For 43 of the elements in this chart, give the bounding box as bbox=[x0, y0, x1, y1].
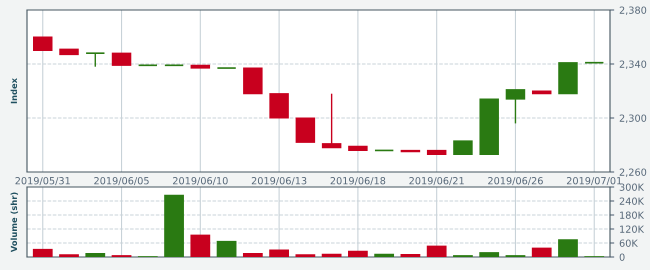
y-axis-title: Index bbox=[10, 78, 18, 104]
y-tick-label: 300K bbox=[620, 183, 644, 191]
bar bbox=[348, 250, 368, 257]
bar bbox=[400, 254, 420, 257]
x-tick-label: 2019/06/13 bbox=[252, 177, 306, 186]
bar bbox=[479, 252, 500, 257]
y-tick-label: 0 bbox=[620, 253, 625, 261]
y-axis-title: Volume (shr) bbox=[10, 192, 18, 252]
y-tick-label: 2,260 bbox=[620, 168, 646, 177]
y-tick-label: 2,300 bbox=[620, 114, 646, 123]
x-tick-label: 2019/06/05 bbox=[94, 177, 149, 186]
bar bbox=[164, 194, 184, 257]
y-tick-label: 60K bbox=[620, 239, 638, 247]
candlestick bbox=[85, 52, 106, 68]
candlestick bbox=[506, 88, 526, 124]
y-tick-label: 180K bbox=[620, 211, 644, 219]
bar bbox=[32, 248, 53, 257]
bar bbox=[59, 254, 79, 257]
bar bbox=[426, 246, 447, 257]
candlestick bbox=[112, 52, 132, 66]
x-tick-label: 2019/05/31 bbox=[15, 177, 70, 186]
bar bbox=[322, 254, 342, 257]
bar bbox=[374, 254, 394, 257]
x-tick-label: 2019/06/26 bbox=[488, 177, 543, 186]
y-tick-label: 2,380 bbox=[620, 6, 646, 15]
bar bbox=[216, 240, 236, 257]
bar bbox=[269, 250, 289, 257]
bar bbox=[558, 239, 578, 257]
bar bbox=[85, 253, 106, 257]
x-tick-label: 2019/07/01 bbox=[566, 177, 622, 186]
bar bbox=[295, 254, 316, 257]
x-tick-label: 2019/06/10 bbox=[173, 177, 228, 186]
x-tick-label: 2019/06/21 bbox=[409, 177, 464, 186]
candlestick bbox=[33, 36, 53, 52]
bar bbox=[190, 234, 210, 257]
y-tick-label: 2,340 bbox=[620, 60, 646, 69]
bar bbox=[532, 248, 552, 257]
y-tick-label: 120K bbox=[620, 225, 644, 233]
bar bbox=[242, 253, 263, 257]
candlestick bbox=[453, 140, 473, 156]
x-tick-label: 2019/06/18 bbox=[330, 177, 386, 186]
candlestick bbox=[322, 93, 342, 148]
y-tick-label: 240K bbox=[620, 197, 644, 205]
